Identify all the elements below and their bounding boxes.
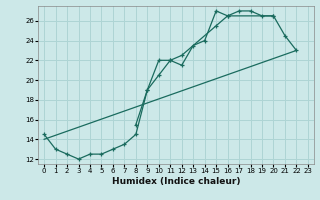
- X-axis label: Humidex (Indice chaleur): Humidex (Indice chaleur): [112, 177, 240, 186]
